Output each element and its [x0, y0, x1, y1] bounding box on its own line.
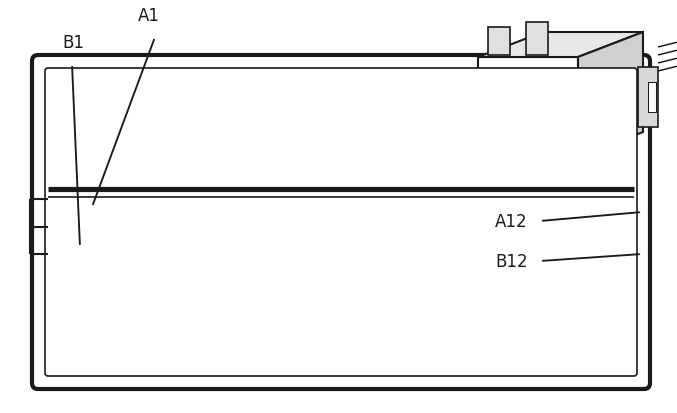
- Bar: [185, 72, 280, 183]
- Bar: [638, 68, 658, 128]
- Bar: [543, 98, 554, 108]
- Bar: [255, 80, 275, 115]
- Bar: [648, 83, 656, 113]
- Bar: [483, 84, 494, 94]
- Bar: [485, 314, 505, 324]
- Bar: [374, 197, 405, 228]
- Bar: [604, 72, 634, 122]
- Bar: [542, 240, 573, 269]
- Bar: [133, 314, 153, 324]
- Bar: [526, 23, 548, 56]
- Bar: [416, 197, 447, 228]
- Bar: [558, 84, 569, 94]
- Bar: [487, 322, 522, 366]
- Bar: [498, 84, 509, 94]
- Bar: [122, 240, 153, 269]
- Bar: [135, 322, 170, 366]
- Bar: [488, 28, 510, 56]
- Bar: [355, 72, 450, 183]
- Bar: [543, 84, 554, 94]
- Bar: [96, 322, 131, 366]
- Bar: [498, 112, 509, 122]
- Text: A1: A1: [138, 7, 160, 25]
- Bar: [164, 197, 195, 228]
- Bar: [558, 112, 569, 122]
- Bar: [430, 84, 442, 108]
- Bar: [164, 240, 195, 269]
- Bar: [542, 197, 573, 228]
- Bar: [513, 84, 524, 94]
- Bar: [483, 70, 494, 80]
- Bar: [500, 240, 531, 269]
- Bar: [374, 240, 405, 269]
- Bar: [528, 98, 539, 108]
- Bar: [543, 112, 554, 122]
- Bar: [290, 240, 321, 269]
- Bar: [528, 112, 539, 122]
- Polygon shape: [478, 58, 578, 158]
- Bar: [363, 80, 442, 171]
- Bar: [440, 314, 550, 374]
- Bar: [416, 240, 447, 269]
- FancyBboxPatch shape: [45, 69, 637, 376]
- Bar: [448, 322, 483, 366]
- Bar: [558, 70, 569, 80]
- Polygon shape: [478, 33, 643, 58]
- Bar: [425, 80, 445, 115]
- Bar: [483, 112, 494, 122]
- Bar: [543, 70, 554, 80]
- Text: B1: B1: [62, 34, 84, 52]
- Text: B12: B12: [495, 252, 527, 271]
- Bar: [206, 240, 237, 269]
- Bar: [483, 98, 494, 108]
- Bar: [260, 84, 272, 108]
- Bar: [498, 70, 509, 80]
- Bar: [193, 80, 272, 171]
- Bar: [528, 70, 539, 80]
- FancyBboxPatch shape: [32, 56, 650, 389]
- Polygon shape: [578, 33, 643, 158]
- Text: A12: A12: [495, 212, 527, 230]
- Bar: [48, 294, 634, 314]
- Bar: [290, 197, 321, 228]
- Bar: [513, 70, 524, 80]
- Bar: [206, 197, 237, 228]
- Bar: [458, 197, 489, 228]
- Bar: [332, 240, 363, 269]
- Bar: [248, 197, 279, 228]
- Bar: [558, 98, 569, 108]
- Bar: [332, 197, 363, 228]
- Bar: [80, 197, 111, 228]
- Bar: [248, 240, 279, 269]
- Bar: [513, 112, 524, 122]
- Bar: [528, 84, 539, 94]
- Bar: [513, 98, 524, 108]
- Bar: [122, 197, 153, 228]
- Bar: [458, 240, 489, 269]
- Bar: [88, 314, 198, 374]
- Bar: [80, 240, 111, 269]
- Bar: [500, 197, 531, 228]
- Bar: [498, 98, 509, 108]
